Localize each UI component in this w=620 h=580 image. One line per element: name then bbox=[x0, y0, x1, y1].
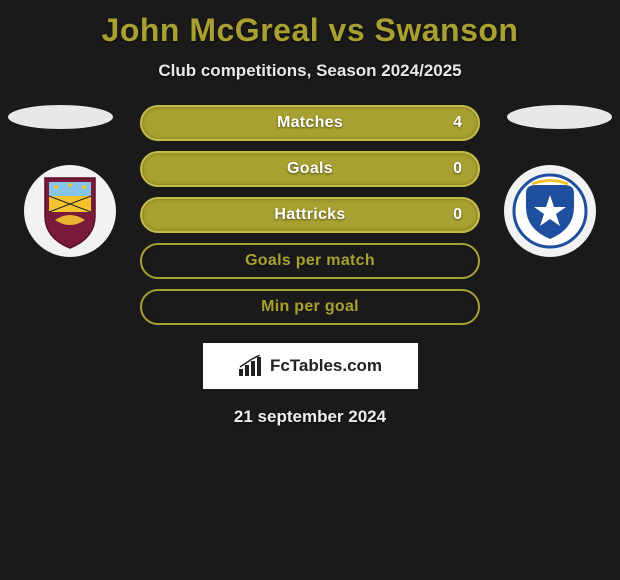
left-club-badge bbox=[24, 165, 116, 257]
stat-row-min-per-goal: Min per goal bbox=[140, 289, 480, 325]
right-oval bbox=[507, 105, 612, 129]
stat-row-goals-per-match: Goals per match bbox=[140, 243, 480, 279]
chart-bars-icon bbox=[238, 355, 264, 377]
stat-value: 0 bbox=[453, 206, 462, 224]
left-oval bbox=[8, 105, 113, 129]
burnley-crest-icon bbox=[35, 172, 105, 250]
page-subtitle: Club competitions, Season 2024/2025 bbox=[0, 61, 620, 81]
stat-value: 4 bbox=[453, 114, 462, 132]
stat-value: 0 bbox=[453, 160, 462, 178]
page-title: John McGreal vs Swanson bbox=[0, 0, 620, 49]
stat-label: Min per goal bbox=[261, 298, 359, 316]
stat-label: Matches bbox=[277, 114, 343, 132]
stat-label: Hattricks bbox=[274, 206, 345, 224]
portsmouth-crest-icon bbox=[510, 171, 590, 251]
stat-row-goals: Goals 0 bbox=[140, 151, 480, 187]
brand-box: FcTables.com bbox=[203, 343, 418, 389]
stats-list: Matches 4 Goals 0 Hattricks 0 Goals per … bbox=[140, 105, 480, 325]
right-club-badge bbox=[504, 165, 596, 257]
stat-row-hattricks: Hattricks 0 bbox=[140, 197, 480, 233]
stat-label: Goals per match bbox=[245, 252, 375, 270]
stat-label: Goals bbox=[287, 160, 333, 178]
stat-row-matches: Matches 4 bbox=[140, 105, 480, 141]
brand-text: FcTables.com bbox=[270, 356, 382, 376]
comparison-area: Matches 4 Goals 0 Hattricks 0 Goals per … bbox=[0, 105, 620, 427]
date-text: 21 september 2024 bbox=[0, 407, 620, 427]
